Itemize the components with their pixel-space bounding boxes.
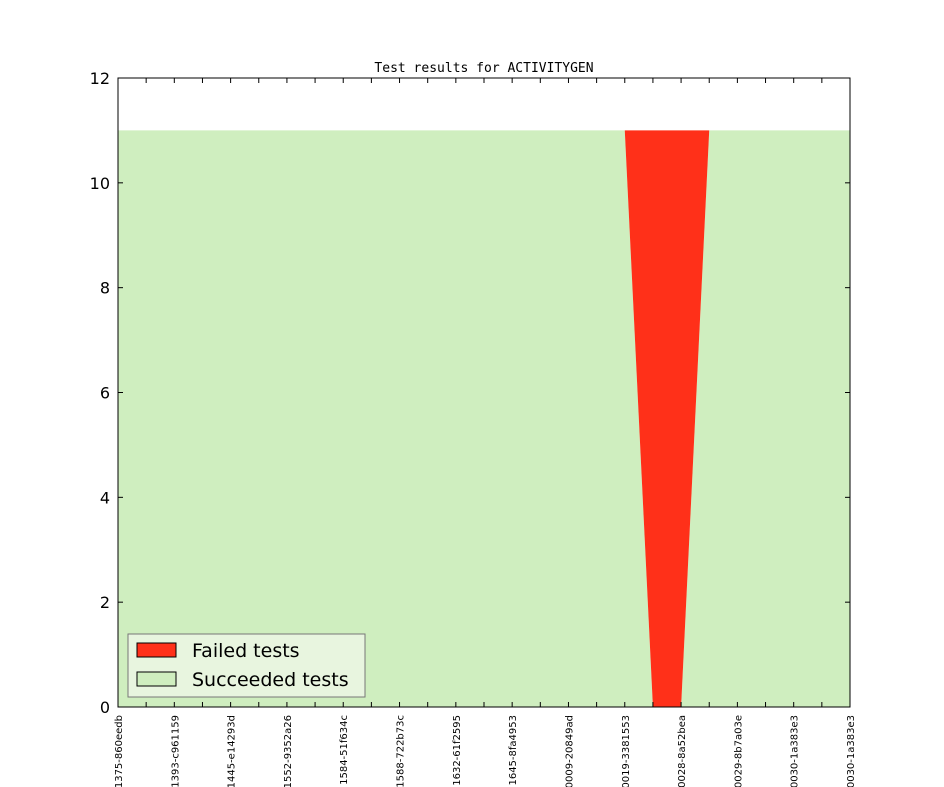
x-tick-label: 1588-722b73c — [396, 715, 407, 787]
x-tick-label: 1645-8fa4953 — [508, 715, 519, 786]
x-tick-label: 1393-c961159 — [170, 715, 181, 787]
area — [118, 130, 850, 707]
x-tick-label: 1584-51f634c — [339, 715, 350, 785]
y-tick-label: 0 — [100, 698, 110, 717]
area — [118, 130, 850, 707]
legend-swatch — [136, 642, 177, 658]
x-tick-label: 1445-e14293d — [227, 715, 238, 787]
x-tick-label: 1552-9352a26 — [283, 715, 294, 787]
legend-label: Succeeded tests — [192, 669, 349, 691]
x-tick-label: 0019-3381553 — [621, 715, 632, 787]
y-tick-label: 4 — [100, 488, 110, 507]
y-tick-label: 6 — [100, 384, 110, 403]
y-tick-label: 2 — [100, 593, 110, 612]
x-tick-label: 0029-8b7a03e — [733, 715, 744, 787]
x-tick-label: 1375-860eedb — [114, 715, 125, 787]
x-tick-label: 0030-1a383e3 — [790, 715, 801, 787]
axes: 0 2 4 6 8 10 12 1375-860eedb 1393-c961159 1445-e1… — [90, 69, 857, 787]
legend: Failed tests Succeeded tests — [127, 633, 366, 698]
y-tick-label: 10 — [90, 174, 110, 193]
legend-label: Failed tests — [192, 640, 300, 662]
y-tick-label: 12 — [90, 69, 110, 88]
x-tick-label: 0009-20849ad — [564, 715, 575, 787]
y-tick-label: 8 — [100, 279, 110, 298]
x-tick-label: 0028-8a52bea — [677, 715, 688, 787]
legend-swatch — [136, 671, 177, 687]
x-tick-label: 1632-61f2595 — [452, 715, 463, 786]
chart-title: Test results for ACTIVITYGEN — [374, 61, 593, 76]
x-tick-label: 0030-1a383e3 — [846, 715, 857, 787]
plot-areas — [118, 130, 850, 707]
